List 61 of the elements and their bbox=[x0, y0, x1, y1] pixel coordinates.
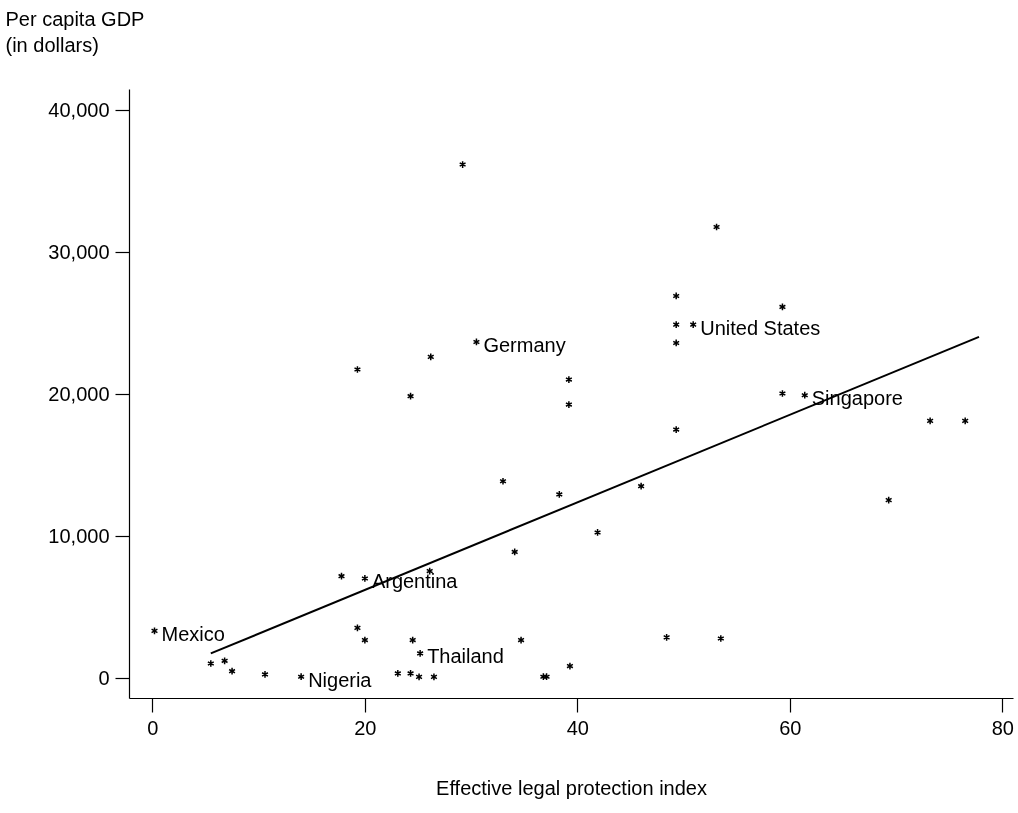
x-tick-label: 0 bbox=[147, 716, 159, 739]
point bbox=[885, 496, 893, 505]
point bbox=[961, 416, 969, 425]
point bbox=[458, 160, 467, 169]
point bbox=[430, 672, 438, 681]
point bbox=[472, 337, 481, 347]
point bbox=[517, 635, 525, 645]
point bbox=[717, 634, 725, 643]
point bbox=[662, 633, 671, 642]
point bbox=[565, 400, 573, 409]
point bbox=[406, 669, 415, 678]
y-tick-label: 30,000 bbox=[48, 240, 110, 263]
point bbox=[361, 574, 369, 583]
point bbox=[228, 667, 236, 676]
annotation: Thailand bbox=[427, 645, 504, 668]
annotation: Mexico bbox=[161, 622, 225, 645]
x-tick-label: 20 bbox=[354, 716, 377, 739]
point bbox=[593, 528, 602, 537]
point bbox=[672, 338, 680, 348]
point bbox=[566, 661, 574, 671]
y-axis-title: Per capita GDP (in dollars) bbox=[5, 7, 145, 56]
x-tick-label: 60 bbox=[779, 716, 802, 739]
point bbox=[220, 656, 229, 665]
point bbox=[415, 672, 423, 681]
point bbox=[499, 477, 507, 486]
point bbox=[427, 352, 435, 361]
point bbox=[801, 391, 809, 400]
x-tick-label: 40 bbox=[566, 716, 589, 739]
point bbox=[406, 392, 415, 401]
x-axis-title: Effective legal protection index bbox=[436, 776, 707, 799]
point bbox=[778, 302, 787, 312]
y-tick-label: 0 bbox=[98, 666, 110, 689]
annotation: United States bbox=[700, 316, 821, 339]
point bbox=[416, 649, 424, 658]
point bbox=[353, 365, 362, 374]
point bbox=[394, 669, 402, 678]
point bbox=[261, 670, 269, 679]
point bbox=[337, 572, 346, 581]
point bbox=[353, 623, 362, 632]
annotation: Nigeria bbox=[308, 668, 373, 691]
point bbox=[361, 635, 369, 645]
point bbox=[778, 389, 787, 398]
point bbox=[297, 672, 305, 681]
point bbox=[565, 375, 573, 384]
point bbox=[672, 291, 680, 301]
point bbox=[672, 320, 680, 329]
y-tick-label: 40,000 bbox=[48, 98, 110, 121]
point bbox=[689, 320, 697, 329]
y-tick-label: 20,000 bbox=[48, 382, 110, 405]
annotation: Germany bbox=[483, 333, 566, 356]
point bbox=[555, 490, 563, 499]
point bbox=[409, 635, 417, 645]
x-tick-label: 80 bbox=[991, 716, 1014, 739]
point bbox=[926, 416, 934, 425]
point bbox=[150, 626, 159, 635]
point bbox=[207, 659, 215, 668]
point bbox=[511, 547, 519, 557]
point bbox=[637, 482, 645, 491]
point bbox=[712, 222, 721, 232]
y-tick-label: 10,000 bbox=[48, 524, 110, 547]
point bbox=[672, 425, 680, 434]
